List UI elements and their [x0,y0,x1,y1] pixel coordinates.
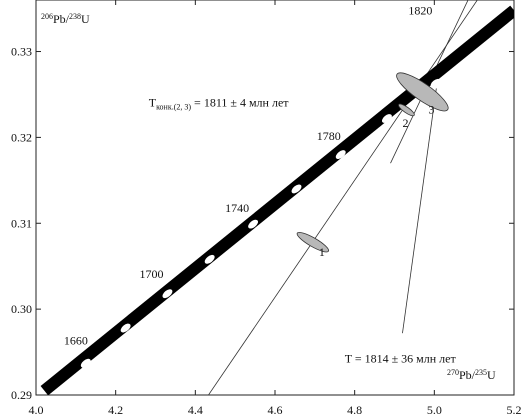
chart-text: 4.0 4.2 4.4 4.6 4.8 5.0 5.2 0.29 0.30 0.31 0.32 0.3… [11,4,522,417]
x-tick-label: 4.0 [29,403,44,417]
x-title-mass-2: 235 [475,368,487,377]
concordia-band [40,5,514,395]
y-tick-label: 0.30 [11,302,32,316]
discordia-line-3 [402,88,437,334]
age-marker-8 [381,114,392,123]
x-tick-label: 4.6 [268,403,283,417]
axes [35,0,515,396]
x-tick-label: 4.4 [188,403,203,417]
y-title-mass-2: 238 [69,12,81,21]
annotation-value: = 1811 ± 4 млн лет [191,95,289,109]
ellipse-label-3: 3 [428,102,434,116]
annotation-main: T [149,95,157,109]
concordia-curve [40,5,514,395]
age-marker-7 [335,150,346,159]
y-title-element-2: U [81,12,90,26]
age-marker-4 [204,254,215,264]
y-tick-label: 0.33 [11,45,32,59]
data-ellipses [296,72,449,253]
discordia-line-1 [207,0,478,395]
y-title-element-1: Pb/ [53,12,70,26]
annotation-main: T [345,351,353,365]
y-tick-label: 0.31 [11,216,32,230]
age-label-1740: 1740 [225,201,249,215]
age-marker-9 [430,78,441,88]
ellipse-label-2: 2 [402,116,408,130]
age-label-1780: 1780 [317,129,341,143]
annotation-value: = 1814 ± 36 млн лет [352,351,457,365]
y-title-mass-1: 206 [41,12,53,21]
data-ellipse-3 [396,72,449,112]
annotation-2: T = 1814 ± 36 млн лет [345,351,457,365]
y-tick-label: 0.29 [11,388,32,402]
x-axis-title: 270Pb/235U [447,368,496,382]
age-marker-3 [162,289,173,299]
age-marker-6 [291,184,302,194]
age-label-1820: 1820 [408,4,432,18]
annotation-subscript: конк.(2, 3) [156,102,191,111]
age-marker-1 [80,358,91,368]
x-tick-label: 5.0 [427,403,442,417]
data-ellipse-2 [398,103,415,117]
age-marker-10 [479,43,490,53]
annotation-1: Tконк.(2, 3) = 1811 ± 4 млн лет [149,95,290,111]
x-title-element-1: Pb/ [459,368,476,382]
age-label-1660: 1660 [64,333,88,347]
x-tick-label: 5.2 [507,403,522,417]
x-tick-label: 4.8 [347,403,362,417]
age-marker-2 [120,323,131,333]
data-ellipse-1 [296,231,330,253]
age-marker-5 [248,219,259,229]
x-tick-label: 4.2 [108,403,123,417]
age-label-1700: 1700 [140,267,164,281]
y-axis-title: 206Pb/238U [41,12,90,26]
x-title-element-2: U [487,368,496,382]
y-tick-label: 0.32 [11,130,32,144]
x-title-mass-1: 270 [447,368,459,377]
ellipse-label-1: 1 [319,245,325,259]
